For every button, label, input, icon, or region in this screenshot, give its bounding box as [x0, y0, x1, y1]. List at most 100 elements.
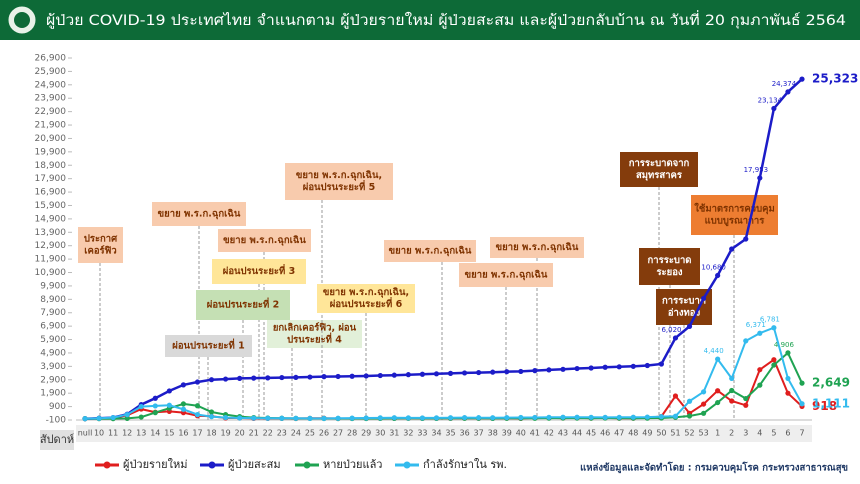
series-line	[84, 358, 803, 420]
point	[729, 398, 735, 404]
x-tick-label: 41	[530, 429, 540, 438]
point	[307, 415, 313, 421]
y-tick-label: 22,900	[35, 107, 67, 117]
x-tick-label: 50	[656, 429, 666, 438]
point	[546, 414, 552, 420]
point	[771, 357, 777, 363]
annotation-text: ขยาย พ.ร.ก.ฉุกเฉิน	[158, 209, 241, 220]
annotation-text: ผ่อนปรนระยะที่ 6	[330, 296, 403, 310]
x-tick-label: 4	[757, 429, 762, 438]
annotation-box	[691, 195, 778, 235]
x-tick-label: 39	[502, 429, 512, 438]
point	[785, 350, 791, 356]
annotation-box	[384, 240, 476, 262]
point	[799, 401, 805, 407]
point	[321, 374, 327, 380]
point	[658, 361, 665, 367]
series-line	[85, 351, 803, 420]
point	[771, 325, 777, 331]
x-tick-label: 42	[544, 429, 554, 438]
point	[700, 295, 707, 302]
x-tick-label: 34	[431, 429, 441, 438]
point	[138, 414, 144, 420]
annotation-text: การระบาด	[662, 296, 706, 307]
point	[279, 374, 285, 381]
y-tick-label: 5,900	[40, 335, 66, 345]
point	[194, 412, 201, 418]
x-tick-label: 44	[572, 429, 582, 438]
x-tick-label: 1	[715, 429, 720, 438]
annotation-text: ผ่อนปรนระยะที่ 2	[207, 297, 279, 311]
point	[194, 403, 201, 409]
y-tick-label: 3,900	[40, 362, 66, 372]
x-tick-label: 23	[277, 429, 287, 438]
annotation-text: เคอร์ฟิว	[84, 245, 116, 257]
point	[630, 363, 636, 369]
point	[208, 409, 215, 415]
annotation-box	[267, 320, 362, 348]
chart-title: ผู้ป่วย COVID-19 ประเทศไทย จำแนกตาม ผู้ป…	[46, 10, 846, 29]
x-tick-label: 52	[684, 429, 694, 438]
annotation-text: ปรนระยะที่ 4	[287, 332, 342, 346]
annotation-text: ขยาย พ.ร.ก.ฉุกเฉิน,	[296, 170, 382, 181]
y-tick-label: 16,900	[35, 188, 67, 198]
x-tick-label: 6	[785, 429, 790, 438]
header-bar	[0, 0, 860, 40]
annotation-box	[317, 284, 415, 313]
point	[349, 373, 355, 379]
point	[715, 399, 721, 406]
annotation-text: ขยาย พ.ร.ก.ฉุกเฉิน,	[323, 287, 409, 298]
point	[461, 370, 468, 376]
point	[715, 388, 721, 394]
x-tick-label: 51	[670, 429, 680, 438]
legend-label: หายป่วยแล้ว	[323, 458, 383, 471]
annotation-box	[165, 335, 252, 357]
point	[110, 414, 116, 421]
point	[180, 406, 187, 412]
point	[391, 415, 397, 421]
annotation-box	[152, 202, 246, 226]
annotation-text: อ่างทอง	[668, 308, 701, 319]
point	[743, 402, 749, 408]
point	[433, 371, 440, 377]
value-label: 17,953	[744, 166, 769, 174]
annotation-text: ขยาย พ.ร.ก.ฉุกเฉิน	[223, 235, 306, 246]
value-label: 6,781	[760, 316, 780, 324]
point	[152, 403, 158, 409]
point	[771, 362, 777, 368]
value-label: 6,020	[661, 326, 681, 334]
point	[532, 414, 538, 421]
point	[616, 364, 622, 370]
point	[166, 388, 172, 394]
point	[785, 89, 791, 95]
x-tick-label: 38	[488, 429, 498, 438]
point	[447, 415, 454, 421]
y-tick-label: 1,900	[40, 389, 66, 399]
point	[518, 414, 524, 421]
point	[715, 272, 721, 279]
x-tick-label: 19	[220, 429, 230, 438]
x-tick-label: 40	[516, 429, 526, 438]
legend-label: ผู้ป่วยรายใหม่	[123, 458, 187, 471]
x-tick-label: 13	[136, 429, 146, 438]
x-tick-label: 25	[305, 429, 315, 438]
point	[419, 371, 426, 377]
annotation-text: สมุทรสาคร	[636, 170, 683, 181]
point	[490, 369, 496, 375]
x-tick-label: 35	[445, 429, 455, 438]
x-tick-label: 31	[389, 429, 399, 438]
annotation-box	[656, 289, 712, 325]
point	[700, 410, 707, 416]
point	[251, 415, 257, 421]
value-label: 23,134	[758, 96, 783, 104]
point	[461, 414, 468, 421]
point	[715, 356, 721, 362]
point	[588, 365, 594, 371]
point	[222, 414, 229, 421]
point	[237, 375, 243, 381]
y-tick-label: 4,900	[40, 348, 66, 358]
y-tick-label: 24,900	[35, 80, 67, 90]
y-tick-label: 7,900	[40, 308, 66, 318]
x-tick-label: 29	[361, 429, 371, 438]
